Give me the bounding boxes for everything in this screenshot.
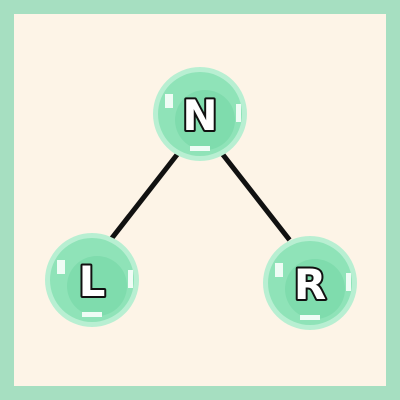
node-left: L [45, 233, 139, 327]
node-label-left: L [79, 257, 106, 306]
edge-root-left [108, 152, 180, 242]
node-root: N [153, 67, 247, 161]
edge-root-right [220, 152, 292, 242]
node-right: R [263, 236, 357, 330]
node-label-root: N [182, 91, 217, 140]
node-label-right: R [294, 260, 326, 309]
